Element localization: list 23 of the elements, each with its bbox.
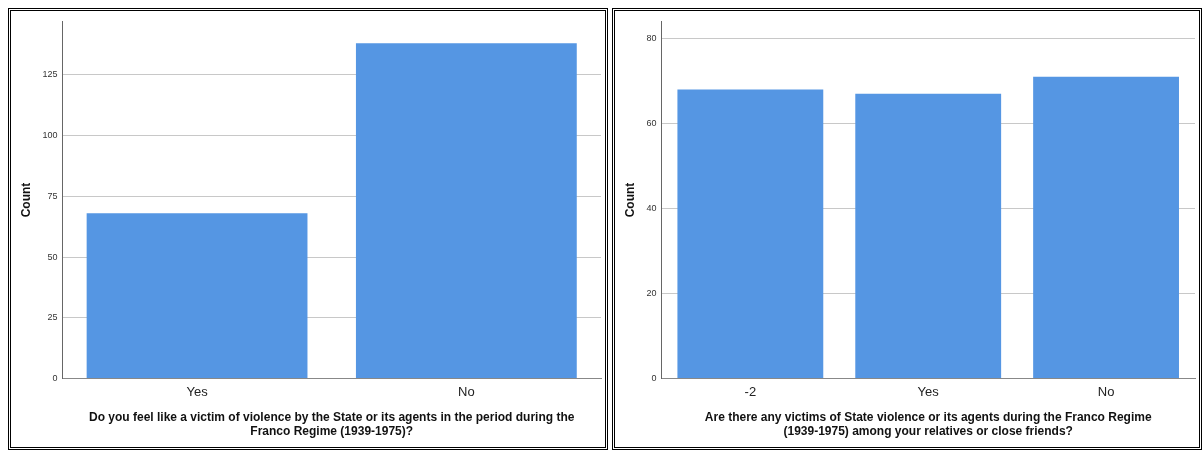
x-tick-label: Yes: [917, 383, 940, 399]
x-tick-label: Yes: [186, 383, 209, 399]
y-tick-label: 20: [646, 288, 657, 299]
y-tick-label: 0: [52, 373, 58, 384]
y-tick-label: 80: [646, 32, 657, 43]
y-tick-label: 25: [47, 312, 58, 323]
x-tick-label: No: [1097, 383, 1115, 399]
y-tick-label: 50: [47, 251, 58, 262]
x-axis-title: Are there any victims of State violence or its agents during the Franco Regime (1939-1975) among your relatives or close friends?: [704, 409, 1152, 439]
y-tick-label: 60: [646, 117, 657, 128]
y-tick-label: 100: [42, 130, 58, 141]
y-axis-title: Count: [622, 182, 637, 218]
bar: [855, 93, 1002, 379]
y-axis-title: Count: [18, 182, 33, 218]
bar: [677, 89, 824, 379]
x-tick-label: -2: [744, 383, 757, 399]
y-tick-label: 75: [47, 190, 58, 201]
y-tick-label: 40: [646, 202, 657, 213]
bar: [1033, 76, 1179, 379]
y-tick-label: 125: [42, 69, 58, 80]
x-axis-title: Do you feel like a victim of violence by the State or its agents in the period during the Franco Regime (1939-1975)?: [88, 409, 575, 439]
y-tick-label: 0: [651, 373, 657, 384]
x-tick-label: No: [458, 383, 475, 399]
